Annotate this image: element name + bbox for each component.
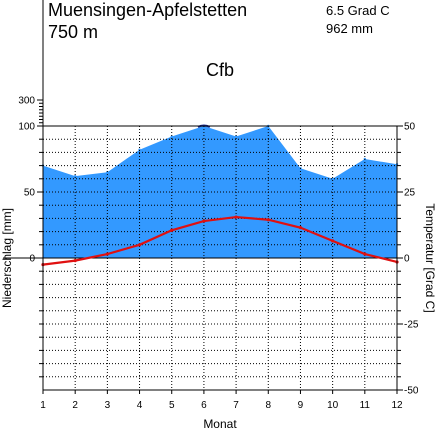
temperature-point — [266, 218, 270, 222]
station-elevation: 750 m — [48, 22, 98, 42]
precipitation-point — [331, 177, 334, 180]
temperature-point — [73, 259, 77, 263]
y-axis-right-title: Temperatur [Grad C] — [423, 203, 437, 312]
x-tick-label: 5 — [169, 400, 175, 411]
right-tick-label: -25 — [404, 320, 419, 331]
left-tick-label: 300 — [18, 96, 35, 107]
left-tick-label: 0 — [29, 254, 35, 265]
x-tick-label: 2 — [72, 400, 78, 411]
temperature-point — [202, 219, 206, 223]
left-tick-label: 100 — [18, 122, 35, 133]
temperature-point — [137, 243, 142, 247]
x-tick-label: 7 — [233, 400, 239, 411]
precipitation-point — [138, 148, 141, 151]
x-tick-label: 9 — [298, 400, 304, 411]
precipitation-point — [234, 135, 238, 138]
temperature-point — [363, 252, 367, 256]
temperature-point — [170, 228, 174, 232]
plot-frame — [42, 0, 398, 391]
temperature-point — [298, 226, 303, 230]
right-tick-label: 0 — [404, 254, 410, 265]
right-tick-label: 50 — [404, 122, 416, 133]
precipitation-point — [170, 135, 173, 138]
climate-class: Cfb — [206, 60, 234, 80]
x-tick-label: 3 — [105, 400, 111, 411]
x-axis-title: Monat — [203, 417, 237, 430]
temperature-polyline — [42, 215, 398, 266]
temperature-line — [41, 215, 399, 267]
precipitation-area — [41, 124, 399, 258]
x-tick-label: 12 — [391, 400, 403, 411]
x-tick-label: 1 — [40, 400, 46, 411]
x-tick-label: 11 — [360, 400, 371, 411]
precipitation-point — [106, 171, 109, 174]
temperature-point — [331, 239, 335, 243]
station-name: Muensingen-Apfelstetten — [48, 0, 247, 20]
right-tick-label: 25 — [404, 188, 416, 199]
x-tick-label: 8 — [265, 400, 271, 411]
annual-precipitation: 962 mm — [326, 21, 373, 36]
x-tick-label: 6 — [201, 400, 207, 411]
left-tick-label: 50 — [24, 188, 36, 199]
temperature-point — [234, 215, 238, 219]
mean-temperature: 6.5 Grad C — [326, 3, 390, 18]
x-tick-label: 4 — [137, 400, 143, 411]
y-axis-left-title: Niederschlag [mm] — [0, 208, 14, 308]
right-tick-label: -50 — [404, 386, 419, 397]
temperature-point — [105, 252, 109, 256]
precipitation-point — [73, 174, 77, 178]
x-tick-label: 10 — [327, 400, 339, 411]
